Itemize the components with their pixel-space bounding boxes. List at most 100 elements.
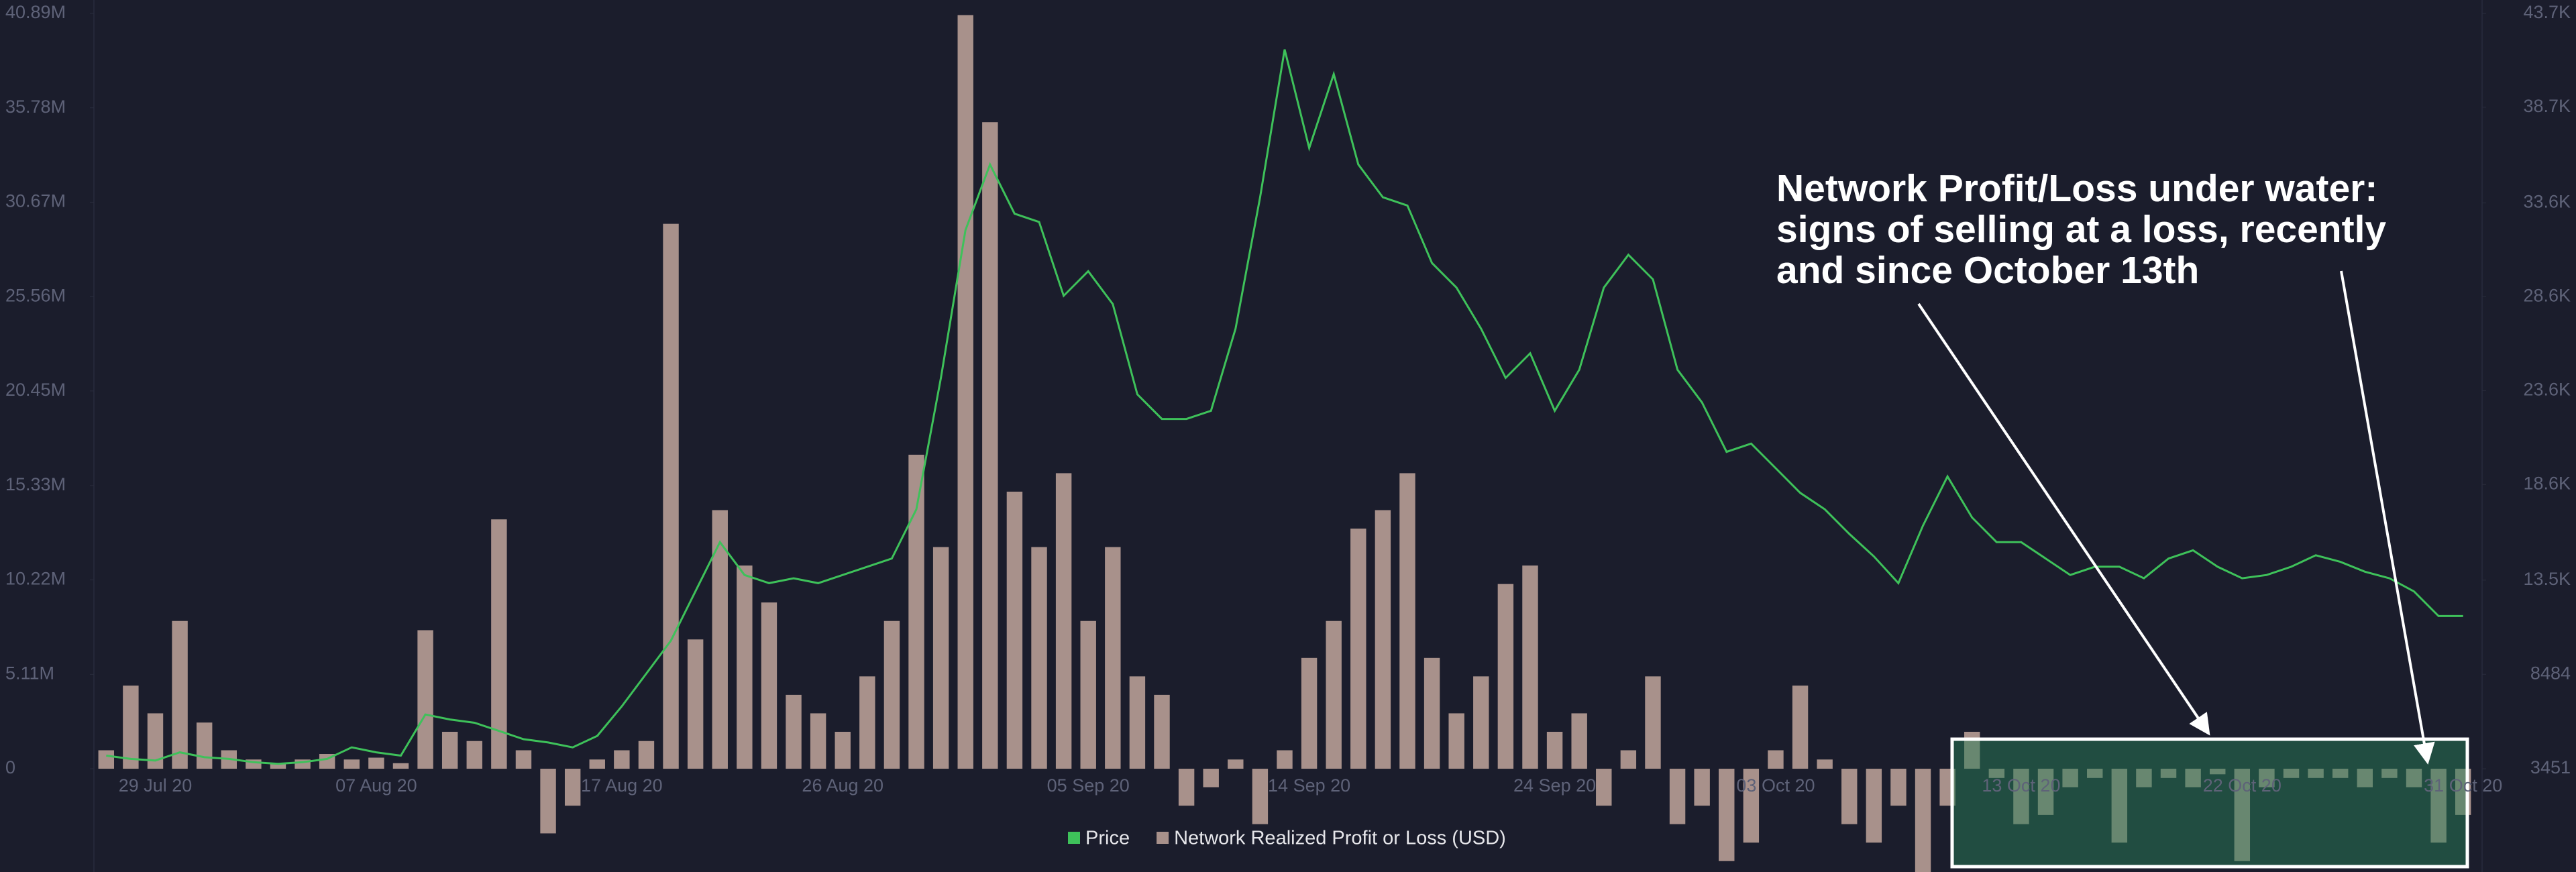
bar xyxy=(1399,473,1415,769)
bar xyxy=(908,454,924,769)
arrow xyxy=(2340,270,2435,765)
bar xyxy=(1326,620,1342,769)
legend-label: Price xyxy=(1085,828,1130,849)
bar xyxy=(589,759,605,769)
bar xyxy=(982,122,998,769)
bar xyxy=(1645,676,1661,769)
bar xyxy=(1669,769,1686,824)
bar xyxy=(1890,769,1907,806)
bar xyxy=(147,713,164,769)
x-tick-label: 26 Aug 20 xyxy=(802,775,883,796)
bar xyxy=(1301,657,1318,769)
bar xyxy=(1228,759,1244,769)
bar xyxy=(1497,584,1514,769)
y2-tick-label: 13.5K xyxy=(2523,569,2571,589)
bar xyxy=(1719,769,1735,861)
x-tick-label: 22 Oct 20 xyxy=(2203,775,2282,796)
bar xyxy=(196,722,213,769)
bar xyxy=(663,223,679,769)
price-line xyxy=(106,49,2463,765)
y-tick-label: 25.56M xyxy=(5,285,66,305)
x-tick-label: 17 Aug 20 xyxy=(581,775,663,796)
bar xyxy=(1694,769,1710,806)
bar xyxy=(1424,657,1440,769)
bar xyxy=(614,750,630,769)
bar xyxy=(1080,620,1096,769)
x-tick-label: 13 Oct 20 xyxy=(1982,775,2060,796)
y-tick-label: 35.78M xyxy=(5,97,66,117)
bar xyxy=(1768,750,1784,769)
bar xyxy=(1055,473,1072,769)
bar xyxy=(515,750,532,769)
x-tick-label: 03 Oct 20 xyxy=(1736,775,1815,796)
annotation: and since October 13th xyxy=(1776,249,2199,292)
bar xyxy=(98,750,115,769)
bar xyxy=(1473,676,1489,769)
bar xyxy=(1252,769,1269,824)
bar xyxy=(368,757,384,769)
bar xyxy=(1522,565,1538,769)
highlight-box xyxy=(1950,737,2469,869)
bar xyxy=(1203,769,1219,787)
bar xyxy=(270,763,286,769)
y2-tick-label: 8484 xyxy=(2530,663,2571,683)
bar xyxy=(172,620,188,769)
y2-tick-label: 28.6K xyxy=(2523,286,2571,306)
bar xyxy=(1375,510,1391,769)
bar xyxy=(1620,750,1637,769)
bar xyxy=(810,713,826,769)
bar xyxy=(737,565,753,769)
y-tick-label: 15.33M xyxy=(5,474,66,494)
bar xyxy=(540,769,556,834)
bar xyxy=(1129,676,1146,769)
x-tick-label: 24 Sep 20 xyxy=(1513,775,1596,796)
bar xyxy=(1448,713,1464,769)
annotation: signs of selling at a loss, recently xyxy=(1776,208,2386,251)
bar xyxy=(1817,759,1833,769)
bar xyxy=(123,686,139,769)
bar xyxy=(1743,769,1760,843)
y2-tick-label: 33.6K xyxy=(2523,192,2571,212)
y-tick-label: 5.11M xyxy=(5,663,54,683)
x-tick-label: 14 Sep 20 xyxy=(1268,775,1350,796)
y-tick-label: 10.22M xyxy=(5,569,66,589)
y-tick-label: 40.89M xyxy=(5,2,66,22)
bar xyxy=(712,510,728,769)
y2-tick-label: 3451 xyxy=(2530,757,2571,777)
bar xyxy=(1546,731,1563,769)
bar xyxy=(1350,529,1366,769)
bar xyxy=(441,731,458,769)
x-tick-label: 05 Sep 20 xyxy=(1047,775,1130,796)
bar xyxy=(1841,769,1858,824)
bar xyxy=(491,519,507,769)
bar xyxy=(932,547,949,769)
y-tick-label: 0 xyxy=(5,757,15,777)
bar xyxy=(1915,769,1931,872)
bar xyxy=(1866,769,1882,843)
arrow xyxy=(1917,303,2210,736)
y-tick-label: 20.45M xyxy=(5,380,66,400)
bar xyxy=(1031,547,1047,769)
bar xyxy=(859,676,875,769)
bar xyxy=(343,759,360,769)
bar xyxy=(392,763,409,769)
bar xyxy=(417,630,433,769)
bar xyxy=(1277,750,1293,769)
bar xyxy=(1105,547,1121,769)
legend-swatch xyxy=(1157,832,1169,844)
y2-tick-label: 43.7K xyxy=(2523,2,2571,22)
bar xyxy=(1792,686,1809,769)
y2-tick-label: 38.7K xyxy=(2523,96,2571,116)
legend-swatch xyxy=(1068,832,1080,844)
legend-label: Network Realized Profit or Loss (USD) xyxy=(1174,828,1506,849)
bar xyxy=(786,694,802,769)
x-tick-label: 29 Jul 20 xyxy=(119,775,193,796)
x-tick-label: 07 Aug 20 xyxy=(335,775,417,796)
bar xyxy=(564,769,581,806)
bar xyxy=(1596,769,1612,806)
bar xyxy=(957,15,973,769)
bar xyxy=(761,602,777,769)
y-tick-label: 30.67M xyxy=(5,191,66,211)
